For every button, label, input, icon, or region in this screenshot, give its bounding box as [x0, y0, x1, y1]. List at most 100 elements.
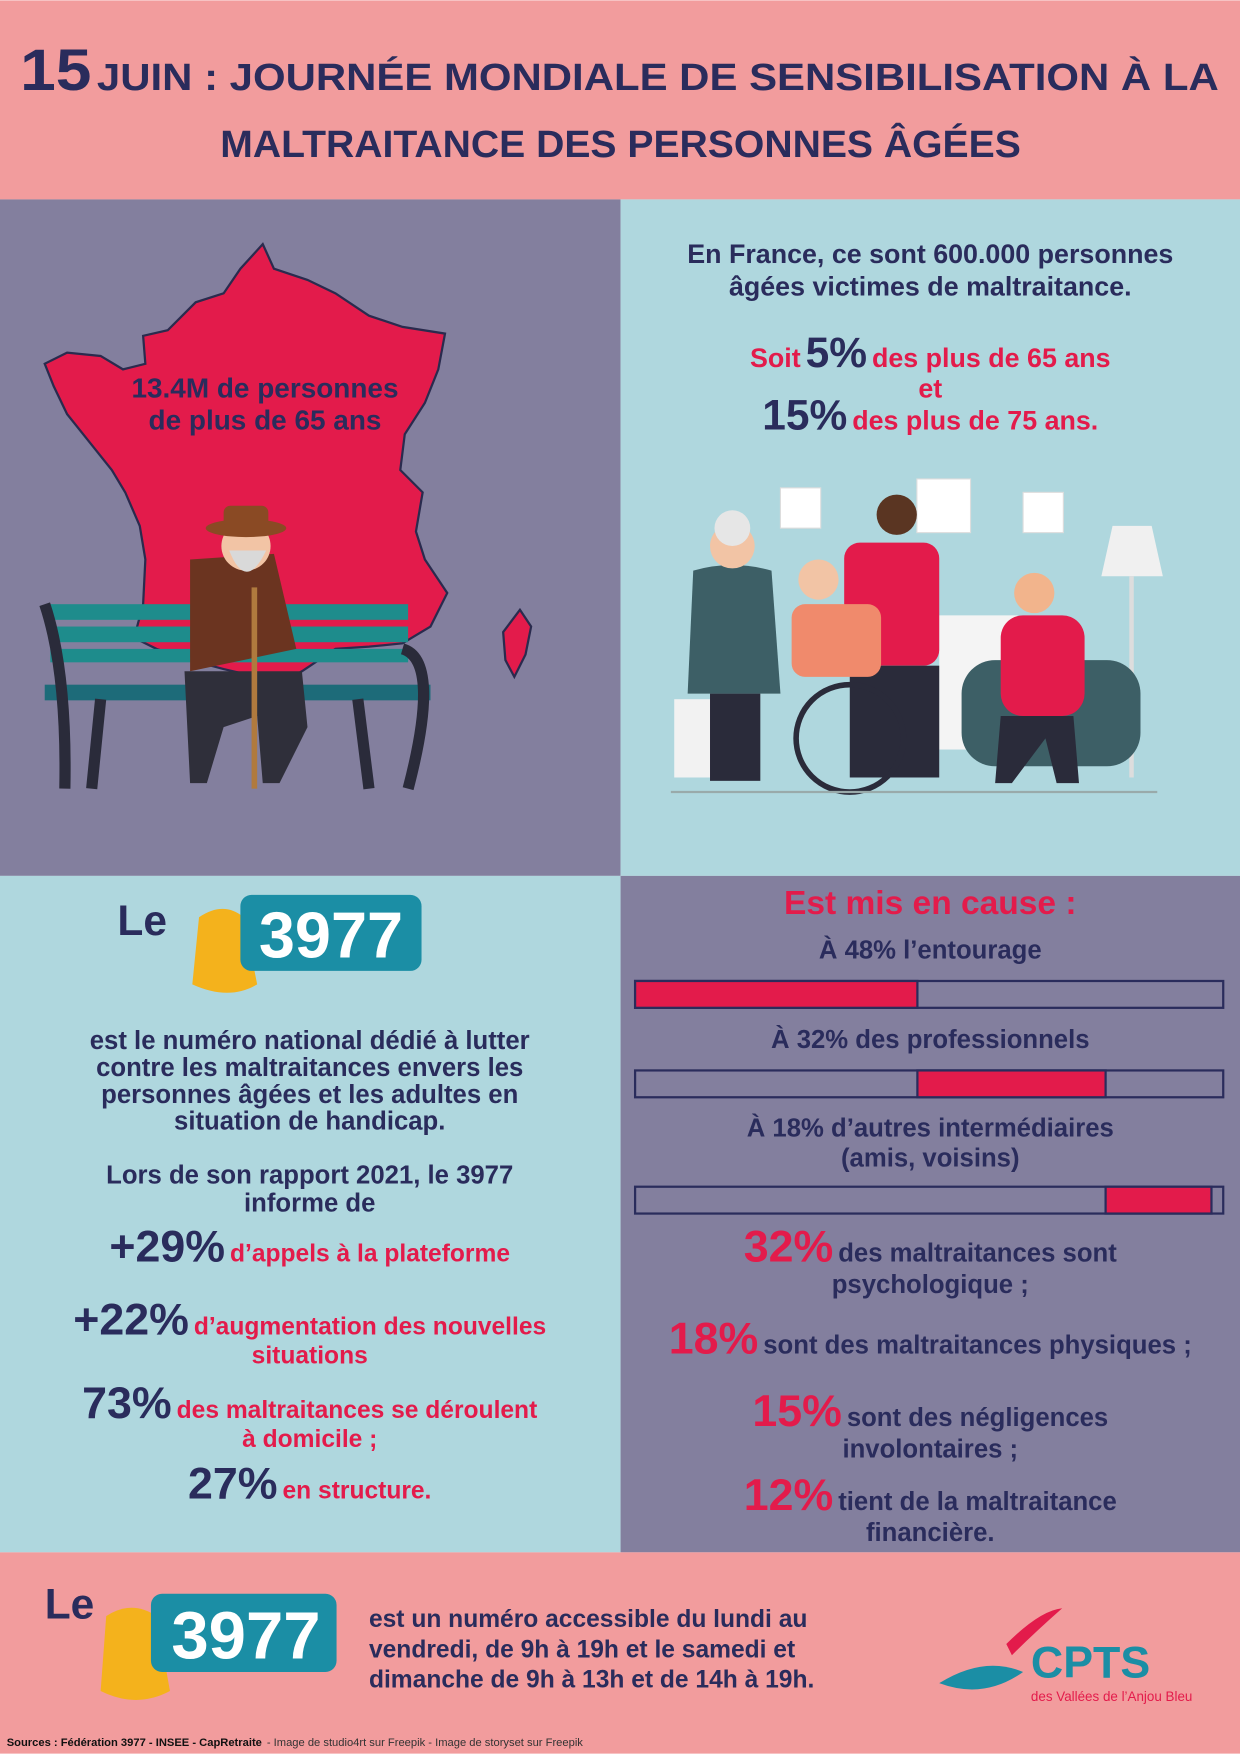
title-part: 15 [20, 38, 91, 103]
population-text-part: 13.4M de personnes [131, 372, 398, 403]
stat-part: 73% [82, 1379, 172, 1428]
cause-label: À 18% d’autres intermédiaires [747, 1113, 1114, 1142]
france-map [43, 242, 533, 686]
stat-part: en structure. [283, 1478, 432, 1505]
stat-part: d’appels à la plateforme [230, 1241, 510, 1268]
abuse-type: 18% sont des maltraitances physiques ; [669, 1314, 1192, 1363]
bar [633, 979, 919, 1009]
stat-text: situations [252, 1342, 368, 1369]
abuse-type-part: 32% [744, 1223, 834, 1272]
helpline-description-part: personnes âgées et les adultes en [101, 1081, 518, 1109]
abuse-text: involontaires ; [842, 1435, 1018, 1463]
population-text-part: de plus de 65 ans [149, 405, 382, 436]
abuse-type-part: sont des maltraitances physiques ; [763, 1331, 1192, 1359]
helpline-prefix: Le [117, 898, 167, 945]
france-text: En France, ce sont 600.000 personnes [687, 239, 1173, 269]
abuse-text: financière. [866, 1519, 995, 1547]
abuse-text: psychologique ; [832, 1271, 1029, 1299]
helpline-description: est le numéro national dédié à lutter [90, 1027, 530, 1055]
report-text-part: Lors de son rapport 2021, le 3977 [106, 1161, 513, 1189]
abuse-type: 32% des maltraitances sont [744, 1223, 1117, 1272]
helpline-prefix: Le [45, 1581, 95, 1628]
care-illustration [670, 478, 1163, 795]
helpline-description-part: situation de handicap. [174, 1108, 445, 1136]
cause-label-part: À 18% d’autres intermédiaires [747, 1113, 1114, 1142]
population-text: 13.4M de personnes [131, 372, 398, 403]
abuse-type-part: 15% [752, 1387, 842, 1436]
population-text: de plus de 65 ans [149, 405, 382, 436]
footer-text: dimanche de 9h à 13h et de 14h à 19h. [369, 1667, 814, 1694]
helpline-description: personnes âgées et les adultes en [101, 1081, 518, 1109]
logo-mark [939, 1608, 1063, 1690]
stat: 27% en structure. [188, 1460, 431, 1509]
causes-title: Est mis en cause : [784, 885, 1077, 922]
france-text-part: âgées victimes de maltraitance. [729, 272, 1132, 302]
footer-text-part: dimanche de 9h à 13h et de 14h à 19h. [369, 1667, 814, 1694]
share-75: 15% des plus de 75 ans. [762, 393, 1098, 440]
logo-name-part: CPTS [1031, 1639, 1150, 1688]
title-part: JUIN : JOURNÉE MONDIALE DE SENSIBILISATI… [97, 55, 1219, 99]
helpline-prefix-part: Le [45, 1581, 95, 1628]
abuse-type: 15% sont des négligences [752, 1387, 1108, 1436]
share-75-part: 15% [762, 393, 847, 440]
cause-label-part: À 32% des professionnels [771, 1025, 1090, 1054]
title: MALTRAITANCE DES PERSONNES ÂGÉES [220, 122, 1021, 166]
stat: 73% des maltraitances se déroulent [82, 1379, 537, 1428]
cause-label: (amis, voisins) [841, 1145, 1020, 1173]
sources: Sources : Fédération 3977 - INSEE - CapR… [7, 1730, 584, 1750]
abuse-type-part: 18% [669, 1314, 759, 1363]
logo-name: CPTS [1031, 1639, 1150, 1688]
cause-label-part: À 48% l’entourage [819, 936, 1042, 965]
title-part: MALTRAITANCE DES PERSONNES ÂGÉES [220, 122, 1021, 166]
footer-text: vendredi, de 9h à 19h et le samedi et [369, 1636, 795, 1663]
share-65: Soit 5% des plus de 65 ans [750, 330, 1111, 377]
helpline-prefix-part: Le [117, 898, 167, 945]
abuse-type-part: des maltraitances sont [838, 1240, 1117, 1268]
sources-part: - Image de studio4rt sur Freepik - Image… [267, 1737, 583, 1749]
sources-part: Sources : Fédération 3977 - INSEE - CapR… [7, 1737, 262, 1749]
logo-subtitle-part: des Vallées de l’Anjou Bleu [1031, 1689, 1192, 1704]
helpline-description-part: contre les maltraitances envers les [96, 1054, 523, 1082]
cause-label-part: (amis, voisins) [841, 1145, 1020, 1173]
footer-text: est un numéro accessible du lundi au [369, 1606, 807, 1633]
cause-label: À 48% l’entourage [819, 936, 1042, 965]
france-text-part: En France, ce sont 600.000 personnes [687, 239, 1173, 269]
perpetrator-bars [633, 979, 1225, 1215]
abuse-type-part: sont des négligences [847, 1404, 1108, 1432]
helpline-number: 3977 [171, 1599, 320, 1674]
cause-label: À 32% des professionnels [771, 1025, 1090, 1054]
stat-part: +22% [73, 1295, 189, 1344]
helpline-number-part: 3977 [171, 1599, 320, 1674]
footer-text-part: vendredi, de 9h à 19h et le samedi et [369, 1636, 795, 1663]
stat-text-part: situations [252, 1342, 368, 1369]
footer-text-part: est un numéro accessible du lundi au [369, 1606, 807, 1633]
stat-text: à domicile ; [242, 1426, 377, 1453]
header-band [0, 0, 1240, 200]
helpline-number: 3977 [259, 899, 403, 972]
connector: et [918, 373, 942, 403]
stat-part: 27% [188, 1460, 278, 1509]
stat-text-part: à domicile ; [242, 1426, 377, 1453]
bar [916, 1069, 1107, 1099]
title: 15 JUIN : JOURNÉE MONDIALE DE SENSIBILIS… [20, 38, 1219, 103]
share-65-part: des plus de 65 ans [872, 343, 1111, 373]
france-text: âgées victimes de maltraitance. [729, 272, 1132, 302]
stat: +29% d’appels à la plateforme [109, 1223, 510, 1272]
logo-subtitle: des Vallées de l’Anjou Bleu [1031, 1689, 1192, 1704]
helpline-number-part: 3977 [259, 899, 403, 972]
panel [0, 875, 621, 1553]
mascot [100, 894, 422, 1700]
abuse-type-part: tient de la maltraitance [838, 1488, 1117, 1516]
stat-part: +29% [109, 1223, 225, 1272]
share-65-part: 5% [806, 330, 867, 377]
abuse-text-part: involontaires ; [842, 1435, 1018, 1463]
abuse-type-part: 12% [744, 1471, 834, 1520]
abuse-type: 12% tient de la maltraitance [744, 1471, 1117, 1520]
helpline-description: situation de handicap. [174, 1108, 445, 1136]
stat: +22% d’augmentation des nouvelles [73, 1295, 546, 1344]
helpline-description-part: est le numéro national dédié à lutter [90, 1027, 530, 1055]
helpline-description: contre les maltraitances envers les [96, 1054, 523, 1082]
report-text: informe de [244, 1189, 375, 1217]
man-on-bench [39, 505, 431, 791]
